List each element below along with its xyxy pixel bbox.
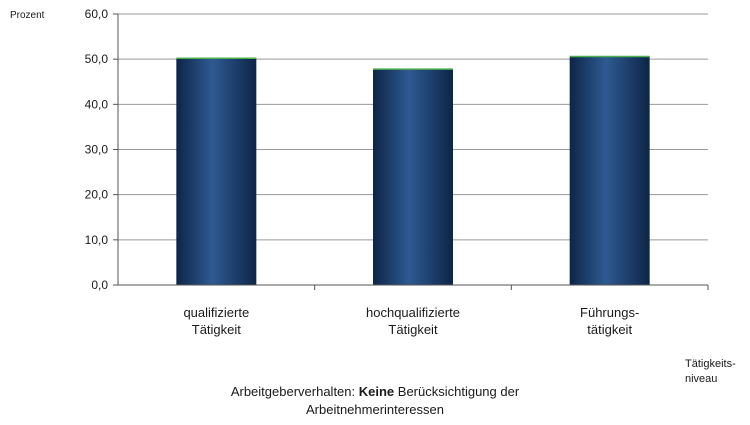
caption-prefix: Arbeitgeberverhalten: (230, 384, 359, 399)
x-category-label: Tätigkeit (388, 322, 438, 337)
chart-caption: Arbeitgeberverhalten: Keine Berücksichti… (0, 383, 750, 419)
y-tick-label: 10,0 (85, 233, 109, 247)
y-tick-label: 20,0 (85, 188, 109, 202)
tick-labels: 0,0 10,0 20,0 30,0 40,0 50,0 60,0 qualifizierte… (85, 7, 640, 337)
y-tick-label: 0,0 (91, 278, 108, 292)
y-axis-unit-label: Prozent (10, 10, 45, 21)
x-category-label: hochqualifizierte (366, 305, 460, 320)
caption-bold: Keine (358, 384, 395, 399)
caption-suffix: Berücksichtigung der (394, 384, 520, 399)
y-tick-label: 50,0 (85, 52, 109, 66)
bar (373, 69, 453, 285)
x-axis-label: Tätigkeits- niveau (685, 358, 736, 385)
x-category-label: Führungs- (580, 305, 639, 320)
caption-line2: Arbeitnehmerinteressen (305, 402, 445, 417)
y-tick-label: 60,0 (85, 7, 109, 21)
bars (176, 55, 650, 285)
axes (113, 13, 709, 290)
bar (569, 56, 650, 285)
y-tick-label: 30,0 (85, 143, 109, 157)
x-category-label: Tätigkeit (192, 322, 242, 337)
y-tick-label: 40,0 (85, 97, 109, 111)
x-category-label: tätigkeit (587, 322, 632, 337)
bar (176, 58, 257, 285)
x-category-label: qualifizierte (183, 305, 249, 320)
